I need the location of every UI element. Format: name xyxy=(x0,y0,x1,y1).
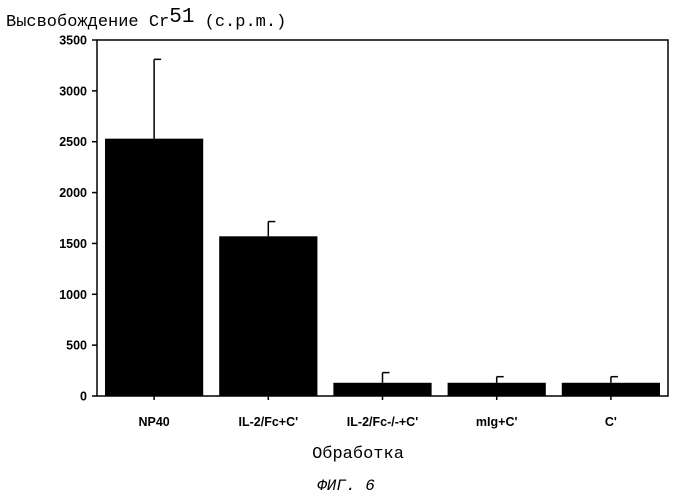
y-tick-label-3: 1500 xyxy=(59,237,87,251)
figure-caption: ФИГ. 6 xyxy=(317,477,375,495)
y-axis-label-tail: (c.p.m.) xyxy=(194,13,286,32)
x-tick-label-2: IL-2/Fc-/-+C' xyxy=(347,415,418,429)
y-axis-label-main: Высвобождение Cr xyxy=(6,13,169,32)
bar-1 xyxy=(219,236,317,396)
y-axis-label: Высвобождение Cr51 (c.p.m.) xyxy=(6,6,286,32)
bar-0 xyxy=(105,139,203,396)
y-tick-label-1: 500 xyxy=(66,339,87,353)
y-axis-label-superscript: 51 xyxy=(169,6,194,29)
plot-area: 0 500 1000 1500 2000 2500 3000 3500 NP40 IL-2/Fc+… xyxy=(59,34,668,430)
y-tick-label-0: 0 xyxy=(80,390,87,404)
x-tick-label-1: IL-2/Fc+C' xyxy=(239,415,299,429)
x-tick-label-4: C' xyxy=(605,415,617,429)
bar-4 xyxy=(562,383,660,396)
bar-3 xyxy=(448,383,546,396)
y-tick-label-6: 3000 xyxy=(59,84,87,98)
x-axis-label: Обработка xyxy=(312,445,404,464)
bar-2 xyxy=(333,383,431,396)
x-tick-label-3: mIg+C' xyxy=(476,415,518,429)
y-tick-label-4: 2000 xyxy=(59,186,87,200)
x-tick-label-0: NP40 xyxy=(138,415,169,429)
y-tick-label-5: 2500 xyxy=(59,135,87,149)
y-tick-label-2: 1000 xyxy=(59,288,87,302)
y-tick-label-7: 3500 xyxy=(59,34,87,48)
